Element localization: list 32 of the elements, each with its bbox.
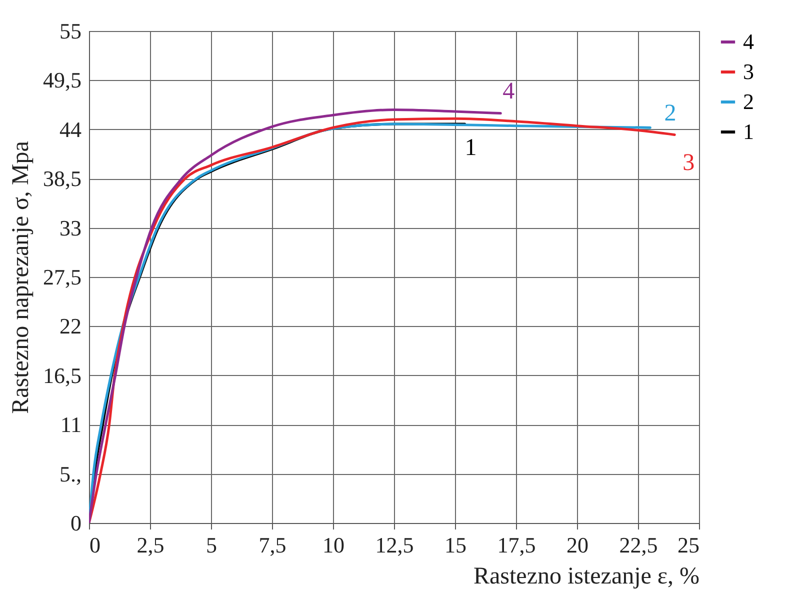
x-tick-label: 2,5 [136,532,164,558]
x-tick-label: 10 [322,532,344,558]
x-tick-label: 5 [206,532,217,558]
y-tick-label: 16,5 [43,362,82,388]
y-tick-label: 33 [60,215,82,240]
y-axis-title: Rastezno naprezanje σ, Mpa [8,140,34,414]
legend-label: 3 [743,59,754,84]
legend-label: 2 [743,89,754,114]
text: 2 [664,100,676,127]
y-tick-label: 38,5 [43,166,82,192]
x-tick-label: 25 [678,532,700,558]
legend-label: 4 [743,29,754,54]
text: 3 [682,150,695,176]
y-tick-label: 5., [60,461,82,486]
x-axis-title: Rastezno istezanje ε, % [474,564,700,590]
y-tick-label: 44 [60,116,82,142]
y-tick-label: 55 [60,18,82,44]
x-tick-label: 12,5 [375,532,414,558]
y-tick-label: 27,5 [43,264,82,290]
x-tick-label: 20 [566,532,588,558]
y-tick-label: 0 [70,510,82,536]
x-tick-label: 22,5 [619,532,658,558]
y-tick-label: 22 [60,314,82,339]
y-tick-label: 11 [60,412,82,438]
x-tick-label: 15 [444,532,466,558]
y-tick-label: 49,5 [43,68,82,93]
x-tick-label: 7,5 [258,532,286,558]
text: 1 [464,135,477,162]
x-tick-label: 17,5 [497,532,536,558]
legend-label: 1 [743,119,754,144]
text: 4 [502,78,515,104]
x-tick-label: 0 [90,532,100,558]
